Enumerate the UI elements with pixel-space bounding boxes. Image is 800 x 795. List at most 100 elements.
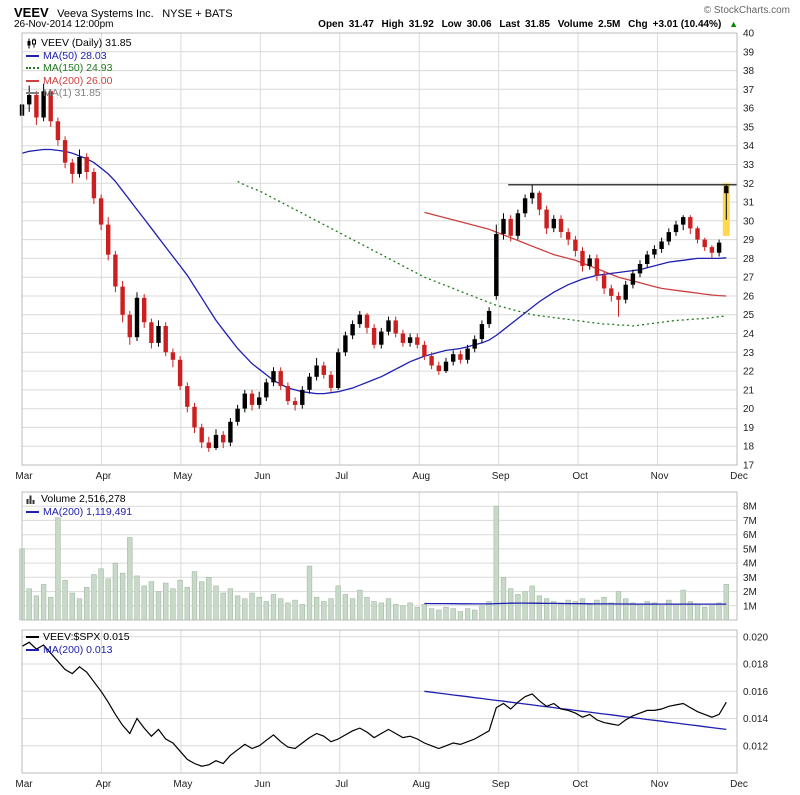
volume-bar — [421, 604, 428, 621]
candle-body — [185, 386, 190, 407]
candle-body — [407, 337, 413, 343]
candle-body — [350, 324, 355, 336]
volume-bar — [220, 592, 226, 621]
candle-body — [494, 234, 499, 296]
volume-label: Volume — [557, 19, 594, 30]
volume-bar — [26, 588, 32, 621]
candle-body — [321, 365, 326, 375]
candle-body — [98, 198, 104, 225]
candlestick-icon — [26, 38, 38, 49]
candle-body — [91, 172, 97, 199]
legend-label: MA(200) 0.013 — [43, 643, 113, 656]
candle-body — [199, 427, 204, 443]
month-label: Aug — [412, 779, 430, 790]
y-tick-label: 7M — [743, 516, 757, 527]
volume-bar — [558, 602, 564, 621]
volume-bar — [313, 596, 320, 621]
volume-bar — [536, 595, 543, 621]
candles — [19, 83, 729, 452]
ma50-swatch — [26, 54, 39, 57]
month-label: Mar — [15, 471, 33, 482]
volume-bar — [522, 591, 528, 621]
volume-bar — [306, 565, 313, 621]
month-label: Sep — [492, 471, 510, 482]
candle-body — [422, 344, 427, 357]
month-label: Aug — [412, 471, 430, 482]
ratio-line — [21, 641, 727, 767]
y-tick-label: 19 — [743, 423, 755, 434]
volume-bar — [393, 604, 399, 621]
volume-bar — [278, 598, 284, 621]
candle-body — [594, 258, 600, 276]
candle-body — [292, 401, 298, 405]
legend-item-ma1: MA(1) 31.85 — [26, 87, 131, 100]
ratio-y-axis: 0.012 0.014 0.016 0.018 0.020 — [743, 632, 768, 752]
candle-body — [609, 288, 614, 296]
candle-body — [716, 242, 722, 253]
volume-bar — [651, 602, 658, 621]
legend-item-ratio: VEEV:$SPX 0.015 — [26, 631, 130, 644]
y-tick-label: 38 — [743, 66, 755, 77]
candle-body — [695, 228, 700, 240]
volume-bar — [206, 577, 212, 621]
candle-body — [681, 217, 686, 225]
candle-body — [84, 157, 89, 172]
candle-body — [235, 408, 240, 422]
price-y-axis: 17 18 19 20 21 22 23 24 25 26 27 28 29 30 31 32 33 34 35 36… — [743, 29, 755, 472]
chart-title: VEEV Veeva Systems Inc. NYSE + BATS — [14, 4, 233, 22]
y-tick-label: 0.016 — [743, 687, 768, 698]
ticker-symbol: VEEV — [14, 5, 49, 20]
candle-body — [192, 406, 197, 428]
price-legend: VEEV (Daily) 31.85 MA(50) 28.03 MA(150) … — [26, 37, 131, 100]
candle-body — [630, 273, 636, 285]
volume-bar — [543, 598, 550, 621]
y-tick-label: 30 — [743, 216, 755, 227]
candle-body — [616, 296, 621, 300]
y-tick-label: 21 — [743, 385, 755, 396]
candle-body — [142, 297, 147, 323]
candle-body — [170, 352, 176, 360]
volume-bar — [428, 608, 435, 621]
y-tick-label: 4M — [743, 559, 757, 570]
month-label: Oct — [572, 779, 588, 790]
candle-body — [551, 218, 556, 229]
low-value: 30.06 — [466, 19, 492, 30]
volume-bar — [615, 591, 622, 621]
y-tick-label: 32 — [743, 179, 755, 190]
volume-bar — [285, 602, 291, 621]
volume-bar — [48, 596, 54, 621]
volume-bar — [148, 581, 155, 621]
volume-ma200-swatch — [26, 510, 39, 513]
volume-bar — [500, 577, 507, 621]
candle-body — [285, 386, 291, 402]
candle-body — [465, 348, 470, 360]
candle-body — [688, 217, 693, 229]
volume-bar — [666, 599, 672, 621]
candle-body — [257, 397, 262, 405]
volume-bar — [709, 605, 715, 621]
y-tick-label: 20 — [743, 404, 755, 415]
candle-body — [486, 311, 492, 325]
candle-body — [637, 264, 643, 274]
volume-pane-border — [21, 491, 738, 621]
legend-label: Volume 2,516,278 — [41, 493, 126, 506]
y-tick-label: 2M — [743, 587, 757, 598]
y-tick-label: 25 — [743, 310, 755, 321]
candle-body — [393, 320, 398, 334]
legend-item-ma200: MA(200) 26.00 — [26, 75, 131, 88]
volume-bar — [134, 575, 140, 621]
y-tick-label: 23 — [743, 348, 755, 359]
month-label: May — [173, 471, 192, 482]
candle-body — [228, 421, 233, 443]
legend-item-volume: Volume 2,516,278 — [26, 493, 132, 506]
volume-bar — [508, 588, 514, 621]
legend-item-ma50: MA(50) 28.03 — [26, 50, 131, 63]
stockcharts-copyright-link[interactable]: © StockCharts.com — [703, 5, 790, 16]
candle-body — [27, 95, 32, 105]
legend-item-ratio-ma200: MA(200) 0.013 — [26, 644, 130, 657]
candle-body — [580, 250, 585, 266]
volume-bar — [292, 599, 298, 621]
volume-bar — [242, 598, 248, 621]
last-value: 31.85 — [524, 19, 550, 30]
volume-bar — [163, 582, 169, 621]
